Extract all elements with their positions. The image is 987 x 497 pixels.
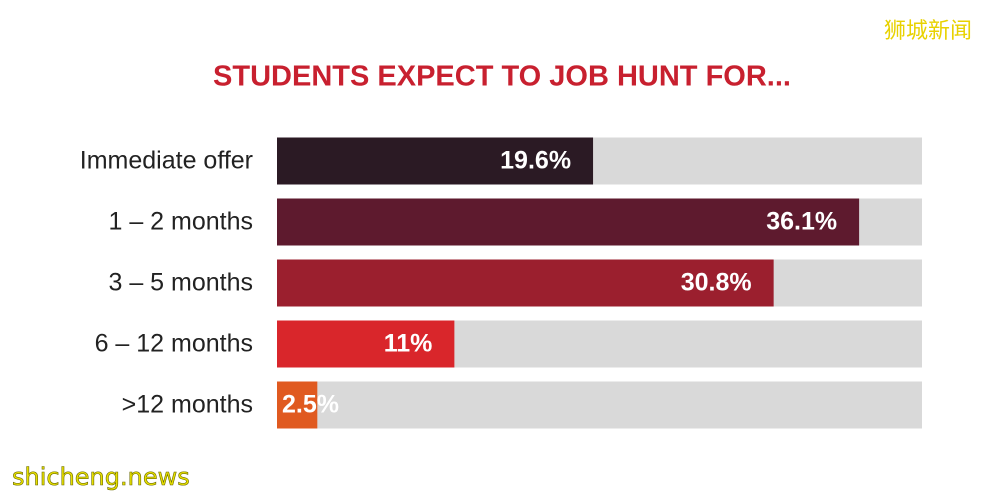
bar-track <box>277 381 922 429</box>
category-label: >12 months <box>122 391 253 419</box>
bar <box>277 259 774 307</box>
value-label: 2.5% <box>282 391 339 419</box>
value-label: 19.6% <box>500 147 571 175</box>
category-label: Immediate offer <box>80 147 253 175</box>
value-label: 36.1% <box>766 208 837 236</box>
watermark: shicheng.news <box>12 463 190 491</box>
bar <box>277 137 594 185</box>
chart-title: STUDENTS EXPECT TO JOB HUNT FOR... <box>213 61 791 93</box>
category-label: 3 – 5 months <box>108 269 253 297</box>
bar <box>277 381 318 429</box>
bar <box>277 320 455 368</box>
watermark: 狮城新闻 <box>884 19 972 44</box>
value-label: 30.8% <box>681 269 752 297</box>
category-label: 1 – 2 months <box>108 208 253 236</box>
bar <box>277 198 860 246</box>
value-label: 11% <box>384 330 433 358</box>
category-label: 6 – 12 months <box>95 330 253 358</box>
